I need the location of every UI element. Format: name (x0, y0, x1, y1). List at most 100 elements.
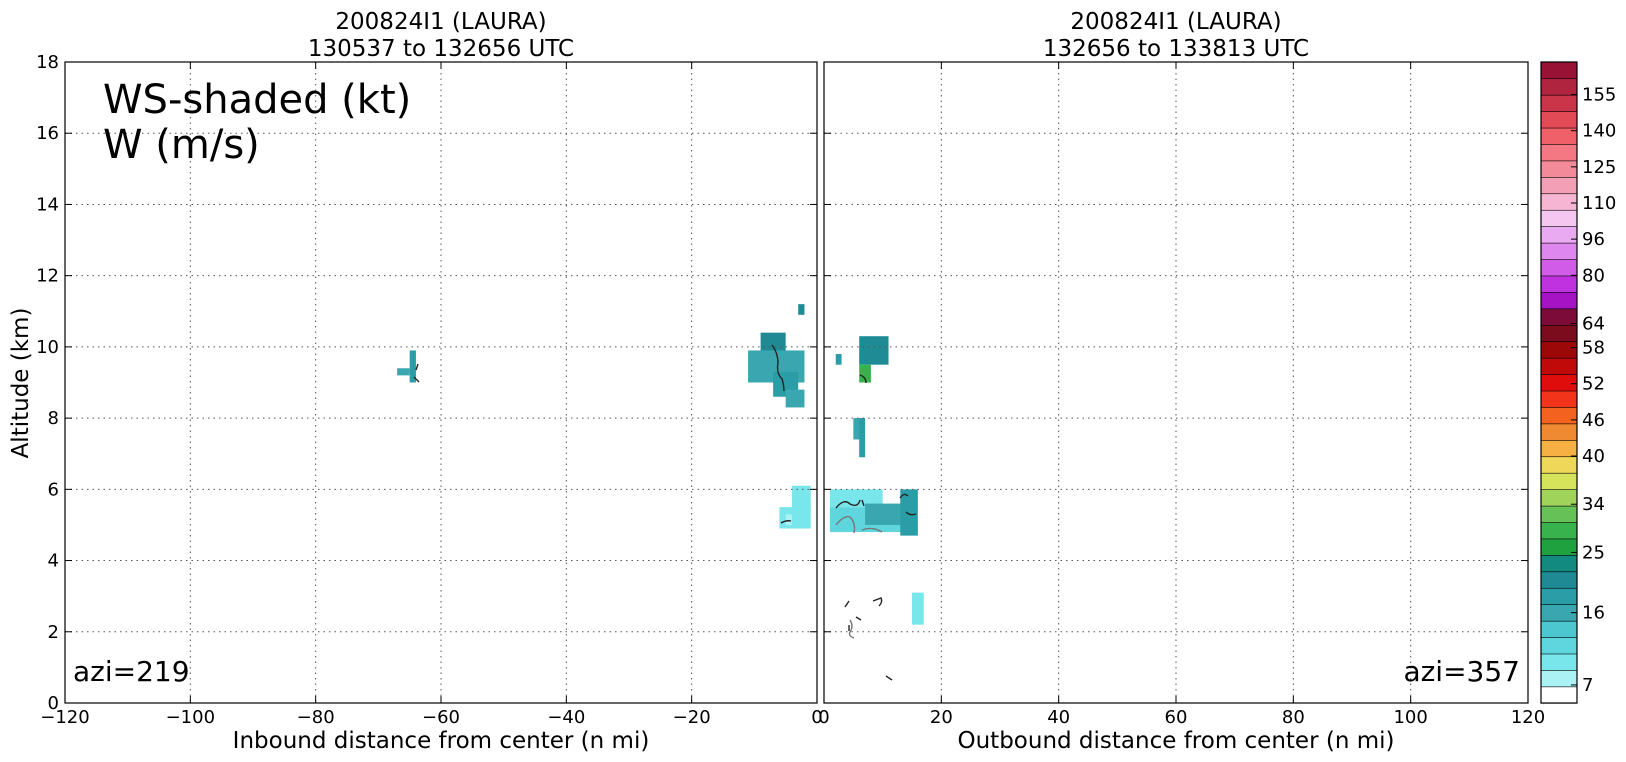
colorbar-swatch (1540, 505, 1578, 523)
annotation-w: W (m/s) (103, 122, 260, 168)
colorbar-swatch (1540, 472, 1578, 490)
colorbar-swatch (1540, 571, 1578, 589)
left-x-tick-label: −20 (673, 707, 711, 728)
colorbar-swatch (1540, 620, 1578, 638)
colorbar-swatch (1540, 390, 1578, 408)
colorbar-swatch (1540, 78, 1578, 96)
colorbar-swatch (1540, 209, 1578, 227)
colorbar-swatch (1540, 111, 1578, 129)
right-x-tick-label: 20 (930, 707, 953, 728)
left-azimuth-label: azi=219 (73, 655, 190, 688)
left-heatmap-cell (397, 368, 410, 376)
w-contour (835, 515, 883, 534)
w-contour (859, 374, 867, 384)
colorbar-tick-label: 58 (1582, 338, 1605, 359)
right-heatmap-cell (859, 418, 866, 458)
annotation-ws-shaded: WS-shaded (kt) (103, 77, 411, 123)
left-x-tick-label: −100 (166, 707, 215, 728)
colorbar-swatch (1540, 176, 1578, 195)
left-x-axis-label: Inbound distance from center (n mi) (233, 728, 650, 754)
right-x-axis-label: Outbound distance from center (n mi) (958, 728, 1395, 754)
colorbar-swatch (1540, 275, 1578, 293)
colorbar-swatch (1540, 423, 1578, 441)
w-contour (835, 493, 917, 516)
left-heatmap-cell (785, 514, 792, 525)
colorbar-swatch (1540, 61, 1578, 80)
left-title-line2: 130537 to 132656 UTC (308, 36, 574, 62)
colorbar-swatch (1540, 143, 1578, 162)
y-tick-label: 0 (48, 693, 59, 714)
colorbar-tick-label: 125 (1582, 157, 1616, 178)
colorbar-swatch (1540, 554, 1578, 573)
colorbar-swatch (1540, 160, 1578, 178)
right-x-tick-label: 80 (1282, 707, 1305, 728)
colorbar-swatch (1540, 226, 1578, 244)
colorbar-swatch (1540, 686, 1578, 704)
right-heatmap-cell (853, 418, 866, 440)
colorbar-tick-label: 140 (1582, 121, 1616, 142)
left-x-tick-label: 0 (811, 707, 822, 728)
right-axes-frame (823, 61, 1529, 704)
y-tick-label: 12 (36, 266, 59, 287)
left-grid (65, 62, 817, 703)
colorbar-tick-label: 16 (1582, 603, 1605, 624)
right-w-contours (835, 374, 917, 681)
right-heatmap-cell (865, 503, 907, 525)
right-title-line2: 132656 to 133813 UTC (1043, 36, 1309, 62)
left-heatmap-cell (798, 304, 805, 315)
colorbar-tick-label: 34 (1582, 494, 1605, 515)
left-heatmap-cell (779, 507, 811, 529)
colorbar-swatch (1540, 308, 1578, 326)
w-contour (771, 344, 785, 392)
right-heatmap-cells (829, 336, 924, 625)
colorbar: 7 16 25 34 40 46 52 58 64 80 96 110 125 140 155 (1540, 61, 1616, 704)
right-x-tick-label: 100 (1393, 707, 1427, 728)
colorbar-swatch (1540, 439, 1578, 458)
y-tick-label: 8 (48, 408, 59, 429)
left-axes-frame (64, 61, 818, 704)
y-tick-label: 6 (48, 479, 59, 500)
y-tick-label: 16 (36, 123, 59, 144)
right-heatmap-cell (835, 354, 842, 365)
colorbar-tick-label: 64 (1582, 313, 1605, 334)
colorbar-swatch (1540, 489, 1578, 507)
colorbar-swatch (1540, 373, 1578, 392)
right-x-tick-label: 120 (1511, 707, 1545, 728)
right-heatmap-cell (859, 336, 889, 365)
colorbar-tick-label: 96 (1582, 229, 1605, 250)
y-tick-label: 2 (48, 622, 59, 643)
left-w-contours (413, 344, 792, 524)
w-contour (885, 675, 893, 681)
left-heatmap-cell (409, 350, 416, 383)
left-x-tick-label: −60 (422, 707, 460, 728)
left-ticks: −120 −100 −80 −60 −40 −20 0 0 2 4 6 8 10 12 14 16 18 (36, 52, 823, 728)
y-tick-label: 14 (36, 194, 59, 215)
colorbar-swatch (1540, 669, 1578, 688)
colorbar-tick-label: 40 (1582, 446, 1605, 467)
right-ticks: 0 20 40 60 80 100 120 (818, 61, 1545, 728)
colorbar-ticks: 7 16 25 34 40 46 52 58 64 80 96 110 125 140 155 (1571, 85, 1616, 696)
colorbar-swatch (1540, 341, 1578, 359)
left-title-line1: 200824I1 (LAURA) (335, 9, 546, 35)
colorbar-swatch (1540, 258, 1578, 277)
colorbar-tick-label: 155 (1582, 85, 1616, 106)
right-x-tick-label: 60 (1165, 707, 1188, 728)
left-panel: −120 −100 −80 −60 −40 −20 0 0 2 4 6 8 10 12 14 16 18 200… (8, 9, 823, 754)
left-heatmap-cell (785, 389, 805, 408)
colorbar-swatch (1540, 521, 1578, 540)
y-tick-label: 4 (48, 551, 59, 572)
colorbar-tick-label: 7 (1582, 675, 1593, 696)
colorbar-tick-label: 80 (1582, 265, 1605, 286)
y-axis-label: Altitude (km) (8, 308, 34, 459)
colorbar-swatch (1540, 324, 1578, 343)
colorbar-tick-label: 25 (1582, 542, 1605, 563)
right-grid (824, 62, 1528, 703)
left-x-tick-label: −40 (547, 707, 585, 728)
right-azimuth-label: azi=357 (1403, 655, 1520, 688)
w-contour (844, 597, 883, 631)
colorbar-tick-label: 110 (1582, 193, 1616, 214)
w-contour (780, 520, 792, 524)
right-x-tick-label: 0 (818, 707, 829, 728)
right-heatmap-cell (900, 489, 918, 536)
y-tick-label: 10 (36, 337, 59, 358)
